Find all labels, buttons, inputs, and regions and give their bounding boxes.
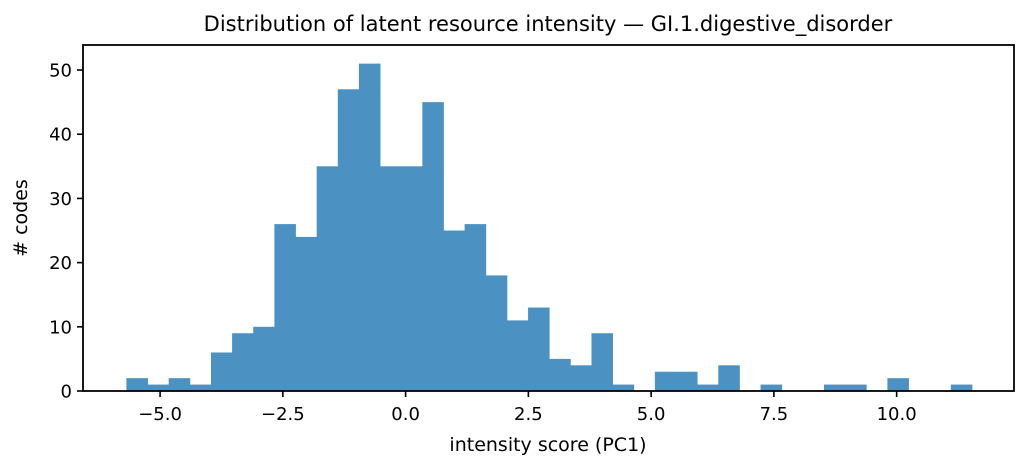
histogram-bar	[168, 378, 191, 391]
x-tick-label: −5.0	[138, 404, 182, 425]
histogram-bar	[189, 384, 212, 391]
chart-title: Distribution of latent resource intensit…	[204, 12, 893, 37]
histogram-bar	[676, 371, 698, 391]
histogram-bars	[126, 63, 973, 392]
histogram-bar	[528, 307, 550, 391]
y-tick-label: 0	[61, 382, 72, 403]
histogram-bar	[358, 63, 381, 392]
histogram-bar	[950, 384, 973, 391]
y-tick-label: 30	[49, 189, 72, 210]
histogram-bar	[126, 378, 148, 391]
histogram-bar	[464, 224, 487, 391]
y-tick-label: 20	[49, 253, 72, 274]
histogram-bar	[654, 371, 677, 391]
histogram-bar	[570, 365, 592, 391]
histogram-bar	[253, 326, 275, 391]
histogram-bar	[823, 384, 846, 391]
histogram-bar	[337, 89, 360, 391]
x-axis-label: intensity score (PC1)	[449, 434, 646, 456]
x-tick-label: 7.5	[760, 404, 789, 425]
histogram-bar	[210, 352, 233, 391]
axes: −5.0 −2.5 0.0 2.5 5.0 7.5 10.0 0 10 20 30 40 50	[49, 44, 1015, 425]
y-tick-label: 40	[49, 125, 72, 146]
x-tick-label: 0.0	[391, 404, 420, 425]
histogram-bar	[380, 166, 402, 391]
histogram-bar	[232, 333, 254, 391]
x-tick-label: 10.0	[877, 404, 917, 425]
y-axis-label: # codes	[10, 179, 32, 257]
histogram-bar	[697, 384, 719, 391]
histogram-bar	[612, 384, 635, 391]
histogram-bar	[295, 236, 318, 391]
histogram-bar	[718, 365, 740, 391]
histogram-bar	[887, 378, 909, 391]
histogram-bar	[506, 320, 529, 391]
histogram-bar	[401, 166, 423, 391]
histogram-bar	[760, 384, 783, 391]
plot-frame	[82, 44, 1015, 392]
y-tick-label: 50	[49, 61, 72, 82]
histogram-bar	[147, 384, 170, 391]
histogram-bar	[591, 333, 614, 391]
histogram-bar	[316, 166, 339, 391]
y-tick-label: 10	[49, 317, 72, 338]
histogram-bar	[274, 224, 296, 391]
histogram-bar	[443, 230, 466, 391]
histogram-bar	[845, 384, 867, 391]
x-tick-label: −2.5	[261, 404, 305, 425]
x-tick-label: 5.0	[637, 404, 666, 425]
x-tick-label: 2.5	[514, 404, 543, 425]
histogram-bar	[485, 275, 508, 391]
histogram-bar	[549, 358, 571, 391]
histogram-bar	[422, 102, 444, 391]
